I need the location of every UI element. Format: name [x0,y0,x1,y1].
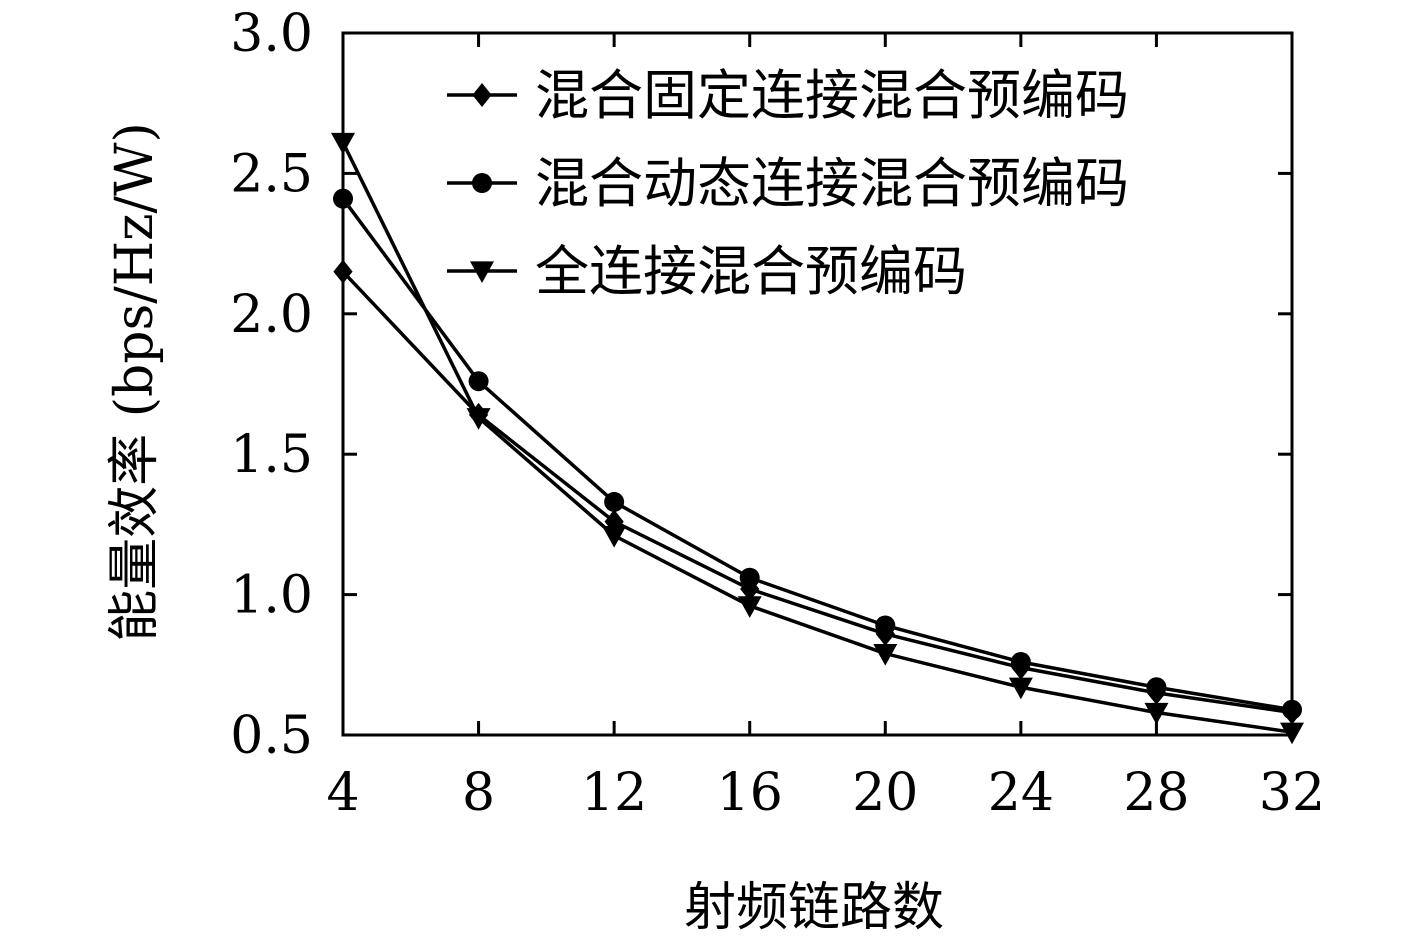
y-tick-label: 1.0 [230,566,313,626]
x-tick-label: 16 [717,763,783,823]
data-point [737,596,762,618]
data-point [739,567,760,588]
legend-entry: 全连接混合预编码 [447,240,967,303]
x-tick-label: 12 [581,763,647,823]
data-point [1010,651,1031,672]
y-tick-label: 2.0 [230,285,313,345]
data-point [1008,677,1033,700]
series-line [341,197,1293,712]
x-tick-label: 8 [462,763,495,823]
data-point [1280,722,1304,745]
axes: 4 8 12 16 20 24 28 32 0.5 1.0 1.5 2.0 2.5 3.0 [230,4,1325,823]
data-point [466,408,491,430]
legend-marker [470,261,494,283]
series-line [341,270,1293,715]
x-tick-label: 32 [1259,763,1325,823]
data-point [1146,677,1167,698]
legend-label: 混合固定连接混合预编码 [535,64,1129,127]
series [331,132,1304,745]
data-point [875,615,896,636]
legend-label: 全连接混合预编码 [535,240,967,303]
data-point [604,491,625,512]
legend-entry: 混合固定连接混合预编码 [447,64,1129,127]
x-axis-title: 射频链路数 [684,878,944,938]
legend-entry: 混合动态连接混合预编码 [447,152,1129,215]
series-circle [333,188,1302,720]
data-point [1144,702,1169,725]
data-point [468,371,489,392]
y-tick-label: 3.0 [230,4,313,64]
series-line [341,141,1293,734]
y-tick-label: 2.5 [230,144,313,204]
data-point [602,526,627,548]
legend-marker [472,83,492,107]
data-point [331,132,355,155]
y-tick-label: 1.5 [230,425,313,485]
series-triangle-down [331,132,1304,745]
data-point [333,188,353,209]
x-tick-label: 4 [326,763,359,823]
x-tick-label: 24 [988,763,1054,823]
plot-frame [341,31,1294,737]
legend-marker [472,173,492,193]
data-point [333,259,353,284]
y-tick-label: 0.5 [230,706,313,766]
legend-label: 混合动态连接混合预编码 [535,152,1129,215]
x-tick-label: 20 [852,763,918,823]
y-axis-title: 能量效率 (bps/Hz/W) [105,122,165,642]
series-diamond [333,259,1302,725]
data-point [1282,699,1302,720]
data-point [873,643,898,666]
x-tick-label: 28 [1123,763,1189,823]
